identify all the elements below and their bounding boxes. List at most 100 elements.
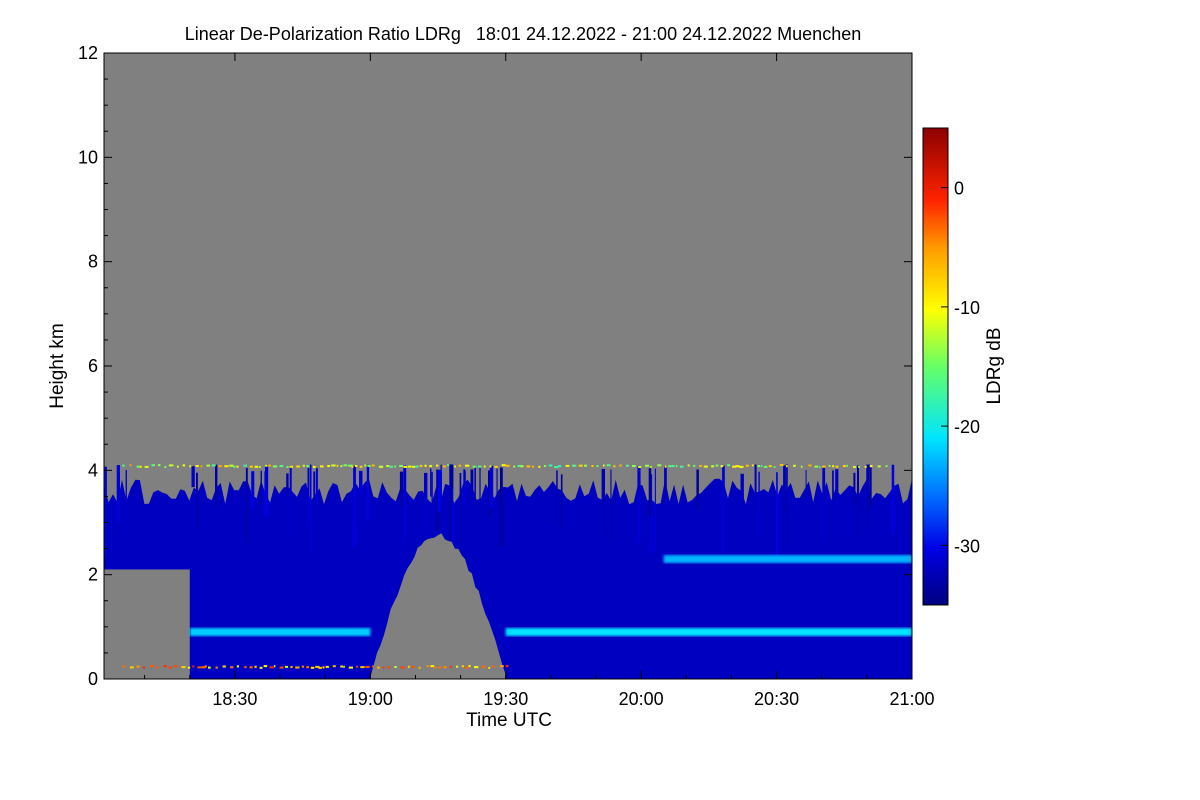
feature-6-noise-dot [315,665,320,668]
feature-5-noise-dot [218,465,222,468]
feature-5-noise-dot [675,465,678,468]
feature-5-noise-dot [236,465,239,468]
y-tick-label: 4 [88,460,98,480]
feature-5-noise-dot [626,464,629,467]
x-tick-label: 20:00 [619,689,664,709]
feature-0-streak [470,469,474,491]
feature-0-streak [776,472,778,556]
feature-6-noise-line [122,665,509,669]
y-tick-label: 12 [78,43,98,63]
feature-6-noise-dot [168,666,173,669]
feature-5-noise-dot [249,465,253,468]
feature-4-layer [663,555,912,563]
feature-0-streak [459,473,462,557]
feature-5-noise-dot [411,465,416,468]
feature-5-noise-dot [340,465,343,468]
feature-6-noise-dot [411,665,415,668]
feature-5-noise-dot [494,465,498,468]
feature-6-noise-dot [382,666,385,669]
feature-5-noise-dot [711,465,715,468]
feature-5-noise-dot [454,465,456,468]
feature-6-noise-dot [343,665,345,668]
feature-5-noise-dot [200,465,203,468]
feature-0-streak [740,473,744,560]
y-axis: 0 2 4 6 8 10 12 [78,43,912,689]
feature-5-noise-dot [189,465,192,468]
feature-5-noise-dot [407,465,412,468]
data-features [104,464,912,679]
feature-5-noise-dot [364,464,367,467]
y-axis-label: Height km [47,323,68,409]
feature-5-noise-dot [168,464,174,467]
feature-6-noise-dot [387,666,391,669]
feature-5-noise-dot [517,465,522,467]
feature-5-noise-dot [229,464,234,467]
feature-0-streak [430,468,432,497]
feature-5-noise-line [122,464,888,469]
colorbar-tick-label: -20 [954,417,980,437]
feature-5-noise-dot [351,465,354,468]
feature-5-noise-dot [786,465,788,468]
feature-6-noise-dot [434,666,437,669]
feature-0-streak [754,464,757,510]
x-tick-label: 20:30 [754,689,799,709]
feature-0-streak [500,467,503,547]
y-tick-label: 8 [88,252,98,272]
feature-5-noise-dot [259,466,261,468]
feature-5-noise-dot [727,464,730,467]
feature-5-noise-dot [584,464,587,467]
feature-5-noise-dot [254,465,259,468]
feature-5-noise-dot [286,466,289,468]
feature-5-noise-dot [436,464,439,467]
feature-5-noise-dot [289,465,293,468]
feature-0-streak [399,471,404,506]
feature-5-noise-dot [139,465,142,468]
feature-5-noise-dot [195,465,199,467]
feature-5-noise-dot [447,464,450,467]
feature-5-noise-dot [414,465,419,468]
feature-0-streak [560,474,563,531]
feature-0-streak [496,468,498,506]
feature-5-noise-dot [603,464,605,467]
feature-6-noise-dot [295,666,300,669]
feature-5-noise-dot [679,465,684,468]
feature-0-fall-streaks [104,464,895,560]
feature-0-streak [479,467,481,517]
feature-5-noise-dot [548,464,553,467]
feature-5-noise-dot [664,465,667,468]
feature-6-noise-dot [279,666,284,669]
feature-0-streak [654,468,656,554]
feature-5-noise-dot [558,465,562,468]
feature-0-streak [866,464,870,528]
feature-5-noise-dot [538,465,541,468]
feature-0-streak [449,464,453,549]
feature-5-noise-dot [158,464,161,467]
feature-5-noise-dot [233,465,236,468]
colorbar-ticks: 0 -10 -20 -30 [941,179,980,556]
x-tick-label: 19:00 [348,689,393,709]
feature-6-noise-dot [204,665,207,668]
feature-5-noise-dot [828,464,831,467]
feature-6-noise-dot [254,665,257,668]
feature-6-noise-dot [301,665,305,668]
feature-5-noise-dot [424,464,427,467]
feature-0-streak [722,465,725,554]
y-tick-label: 2 [88,565,98,585]
feature-5-noise-dot [144,465,149,468]
feature-6-noise-dot [318,666,322,669]
feature-6-noise-dot [340,665,344,668]
feature-6-noise-dot [222,665,226,668]
feature-0-streak [758,471,760,541]
feature-5-noise-dot [336,464,339,467]
feature-5-noise-dot [483,465,486,468]
colorbar: 0 -10 -20 -30 LDRg dB [922,127,1005,606]
feature-5-noise-dot [768,465,772,468]
feature-5-noise-dot [757,465,760,467]
feature-6-noise-dot [365,666,370,668]
feature-5-noise-dot [343,464,348,467]
feature-5-noise-dot [751,464,754,467]
feature-0-streak [116,465,120,523]
feature-6-noise-dot [306,666,310,669]
feature-6-noise-dot [129,666,134,669]
feature-5-noise-dot [442,465,447,468]
